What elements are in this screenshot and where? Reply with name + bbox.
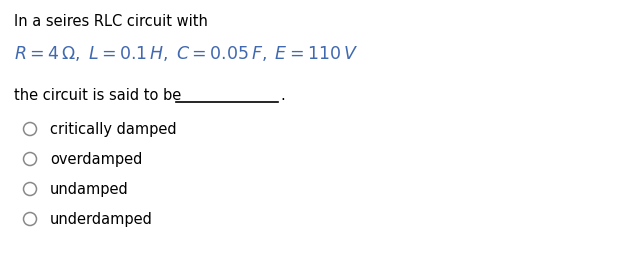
Text: underdamped: underdamped	[50, 212, 153, 227]
Text: the circuit is said to be: the circuit is said to be	[14, 88, 181, 103]
Text: critically damped: critically damped	[50, 122, 176, 137]
Text: In a seires RLC circuit with: In a seires RLC circuit with	[14, 14, 208, 29]
Text: overdamped: overdamped	[50, 152, 142, 167]
Text: .: .	[280, 88, 285, 103]
Text: $R=4\,\Omega,\; L=0.1\,H,\; C=0.05\,F,\; E=110\,V$: $R=4\,\Omega,\; L=0.1\,H,\; C=0.05\,F,\;…	[14, 44, 358, 63]
Text: undamped: undamped	[50, 182, 129, 197]
